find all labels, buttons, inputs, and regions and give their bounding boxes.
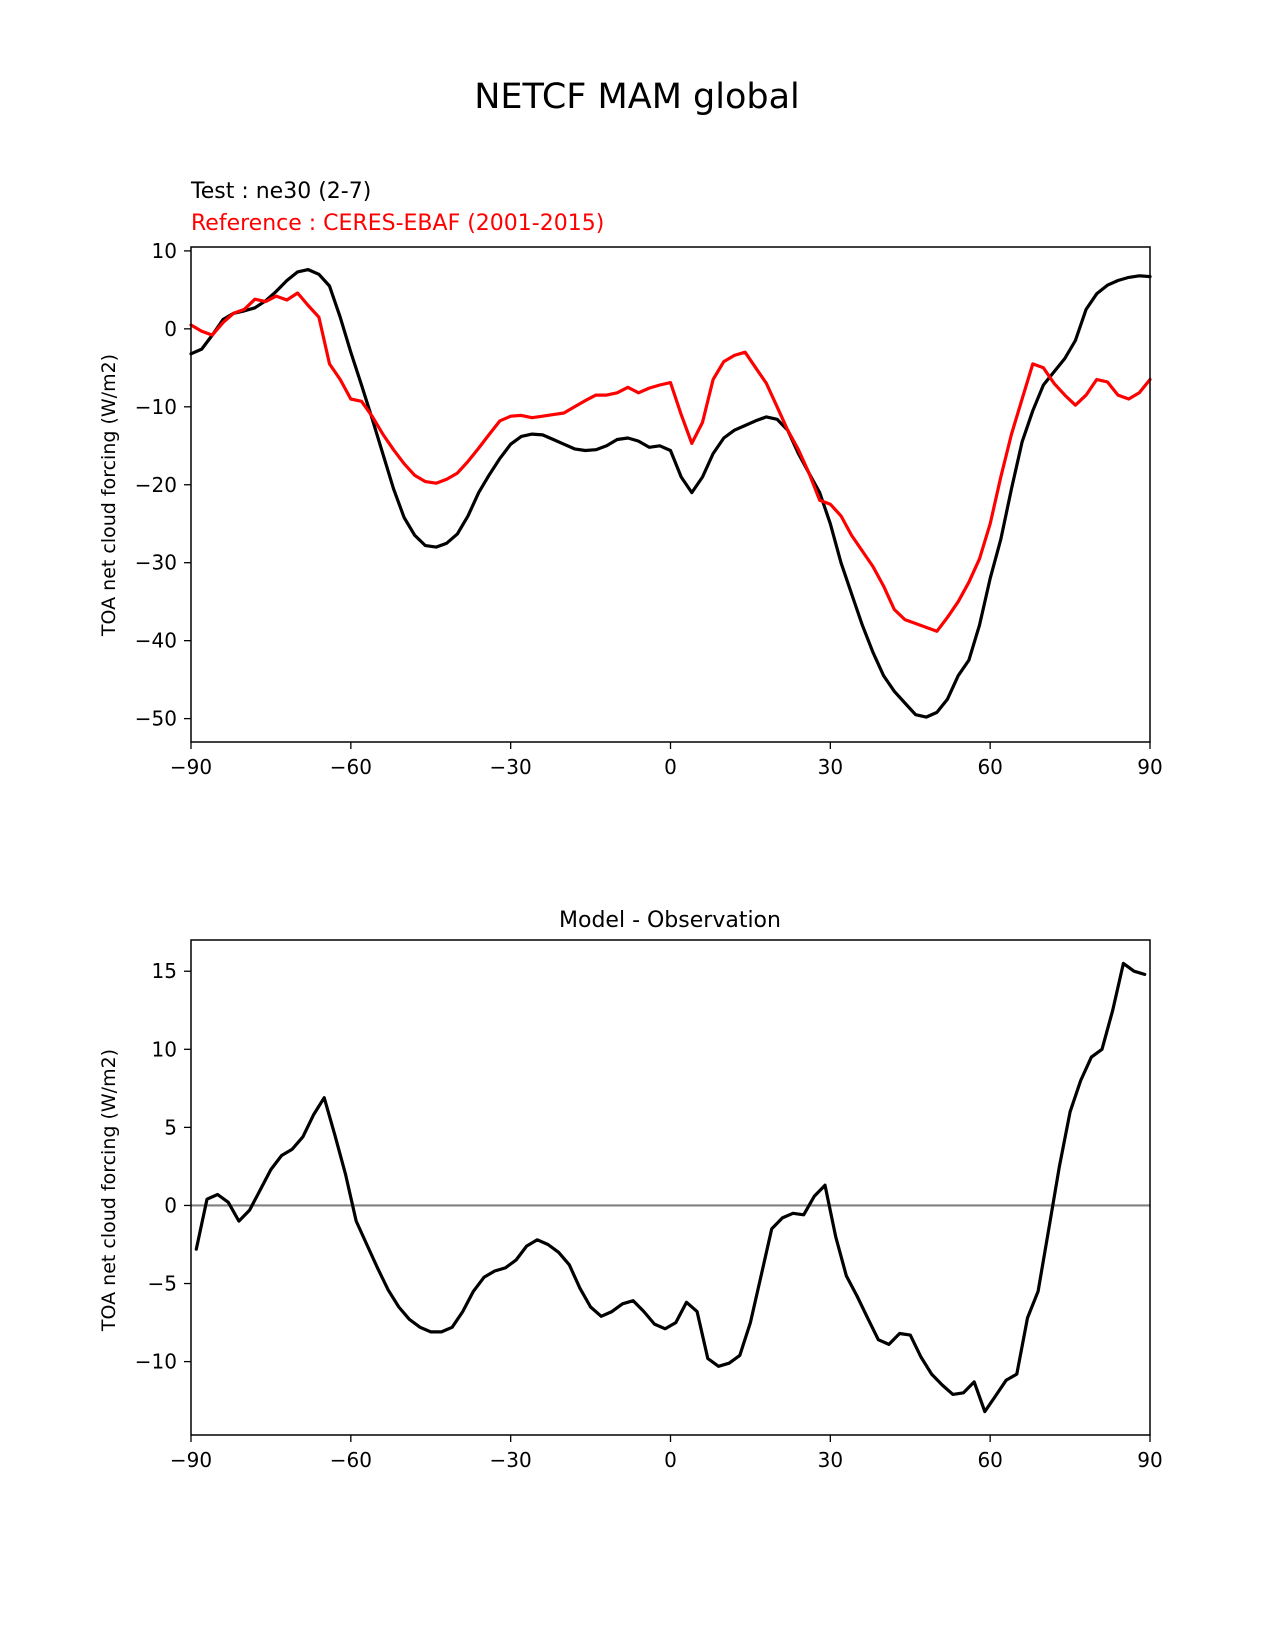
y-tick-label: 10 (152, 239, 177, 263)
x-tick-label: −30 (490, 755, 532, 779)
top-plot-area: −90 −60 −30 0 30 60 90 10 0 −10 −20 −30 −40 −50 (135, 239, 1163, 779)
y-tick-label: −40 (135, 629, 177, 653)
bottom-plot-area: −90 −60 −30 0 30 60 90 15 10 5 0 −5 −10 (135, 959, 1163, 1472)
top-series-line-1 (189, 291, 1152, 633)
y-tick-label: −5 (148, 1272, 177, 1296)
bottom-series-line-0 (194, 961, 1147, 1414)
y-tick-label: 10 (152, 1037, 177, 1061)
x-tick-label: 60 (977, 1448, 1002, 1472)
y-tick-label: 0 (164, 1193, 177, 1217)
top-chart: Test : ne30 (2-7) Reference : CERES-EBAF… (98, 179, 1163, 779)
bottom-plot-frame (190, 939, 1151, 1436)
x-tick-label: −60 (330, 755, 372, 779)
x-tick-label: −90 (170, 1448, 212, 1472)
x-tick-label: 90 (1137, 1448, 1162, 1472)
x-tick-label: 0 (664, 1448, 677, 1472)
x-tick-label: 30 (818, 755, 843, 779)
top-plot-frame (190, 246, 1151, 743)
y-tick-label: −30 (135, 551, 177, 575)
reference-label: Reference : CERES-EBAF (2001-2015) (191, 211, 604, 236)
y-tick-label: 15 (152, 959, 177, 983)
y-tick-label: −20 (135, 473, 177, 497)
x-tick-label: −90 (170, 755, 212, 779)
y-tick-label: 0 (164, 317, 177, 341)
y-tick-label: −10 (135, 1350, 177, 1374)
x-tick-label: 90 (1137, 755, 1162, 779)
test-label: Test : ne30 (2-7) (190, 179, 371, 204)
x-tick-label: −60 (330, 1448, 372, 1472)
x-tick-label: −30 (490, 1448, 532, 1472)
y-tick-label: 5 (164, 1115, 177, 1139)
x-tick-label: 60 (977, 755, 1002, 779)
y-axis-label: TOA net cloud forcing (W/m2) (98, 1049, 120, 1332)
figure-title: NETCF MAM global (474, 77, 800, 117)
x-tick-label: 0 (664, 755, 677, 779)
bottom-chart-title: Model - Observation (559, 908, 781, 933)
y-tick-label: −10 (135, 395, 177, 419)
y-axis-label: TOA net cloud forcing (W/m2) (98, 354, 120, 637)
top-series-line-0 (189, 268, 1152, 719)
bottom-chart: Model - Observation TOA net cloud forcin… (98, 908, 1163, 1472)
y-tick-label: −50 (135, 707, 177, 731)
x-tick-label: 30 (818, 1448, 843, 1472)
